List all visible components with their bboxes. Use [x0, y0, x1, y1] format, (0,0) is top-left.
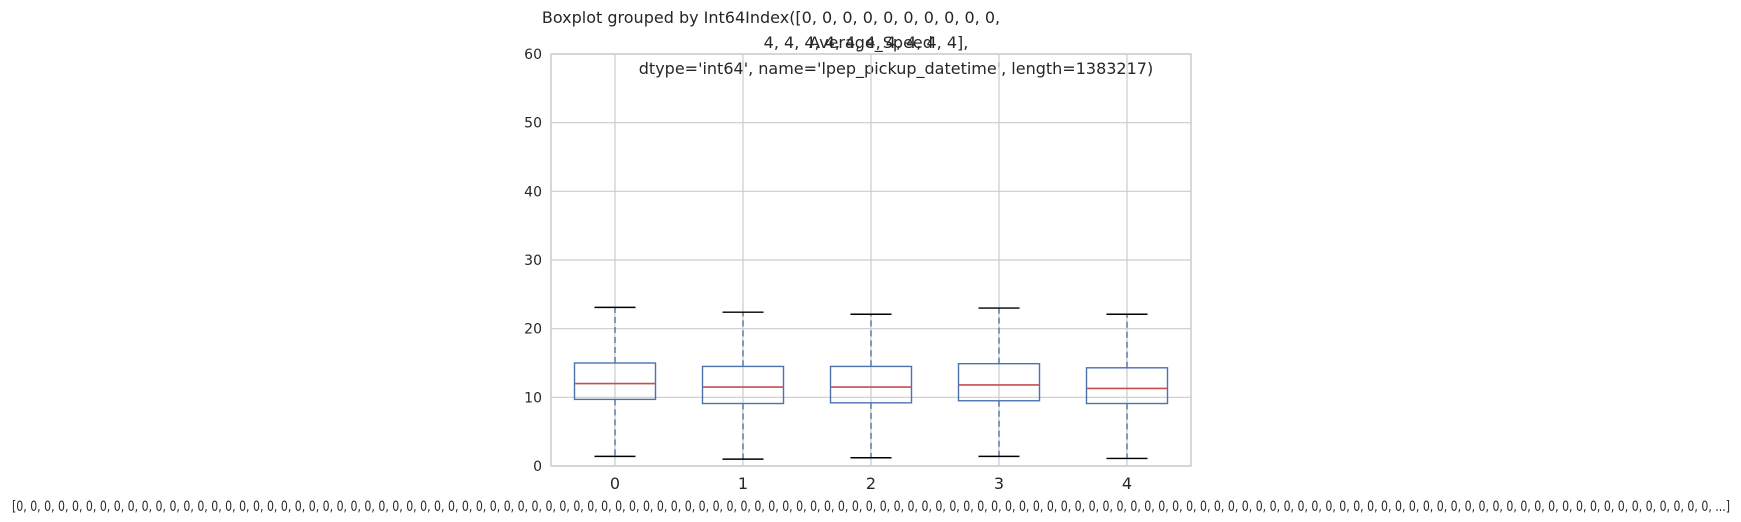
- box-3: [957, 307, 1041, 458]
- axes-title: Average_Speed: [809, 33, 933, 53]
- box-body: [957, 362, 1041, 402]
- box-2: [829, 313, 913, 459]
- box-body: [829, 365, 913, 404]
- y-tick-label: 10: [524, 390, 542, 406]
- box-1: [701, 311, 785, 460]
- box-body: [573, 362, 657, 401]
- y-tick-label: 50: [524, 116, 542, 132]
- figure-suptitle: Boxplot grouped by Int64Index([0, 0, 0, …: [542, 8, 1153, 79]
- y-tick-label: 60: [524, 47, 542, 63]
- x-tick-label: 0: [610, 474, 620, 493]
- box-body: [701, 365, 785, 405]
- y-tick-label: 0: [533, 459, 542, 475]
- x-tick-label: 3: [994, 474, 1004, 493]
- box-0: [573, 306, 657, 458]
- box-4: [1085, 313, 1169, 460]
- boxes: [573, 306, 1169, 460]
- suptitle-line: Boxplot grouped by Int64Index([0, 0, 0, …: [542, 8, 1000, 27]
- x-tick-label: 1: [738, 474, 748, 493]
- box-body: [1085, 367, 1169, 405]
- x-tick-label: 4: [1122, 474, 1132, 493]
- suptitle-line: dtype='int64', name='lpep_pickup_datetim…: [639, 59, 1153, 79]
- x-tick-label: 2: [866, 474, 876, 493]
- y-tick-label: 40: [524, 184, 542, 200]
- plot-frame: [550, 53, 1192, 467]
- y-axis-ticks: 0 10 20 30 40 50 60: [524, 47, 542, 475]
- x-axis-label: [0, 0, 0, 0, 0, 0, 0, 0, 0, 0, 0, 0, 0, …: [12, 499, 1730, 515]
- suptitle-line: 4, 4, 4, 4, 4, 4, 4, 4, 4, 4],: [764, 33, 969, 52]
- y-tick-label: 30: [524, 253, 542, 269]
- x-axis-ticks: 0 1 2 3 4: [610, 474, 1132, 493]
- y-tick-label: 20: [524, 322, 542, 338]
